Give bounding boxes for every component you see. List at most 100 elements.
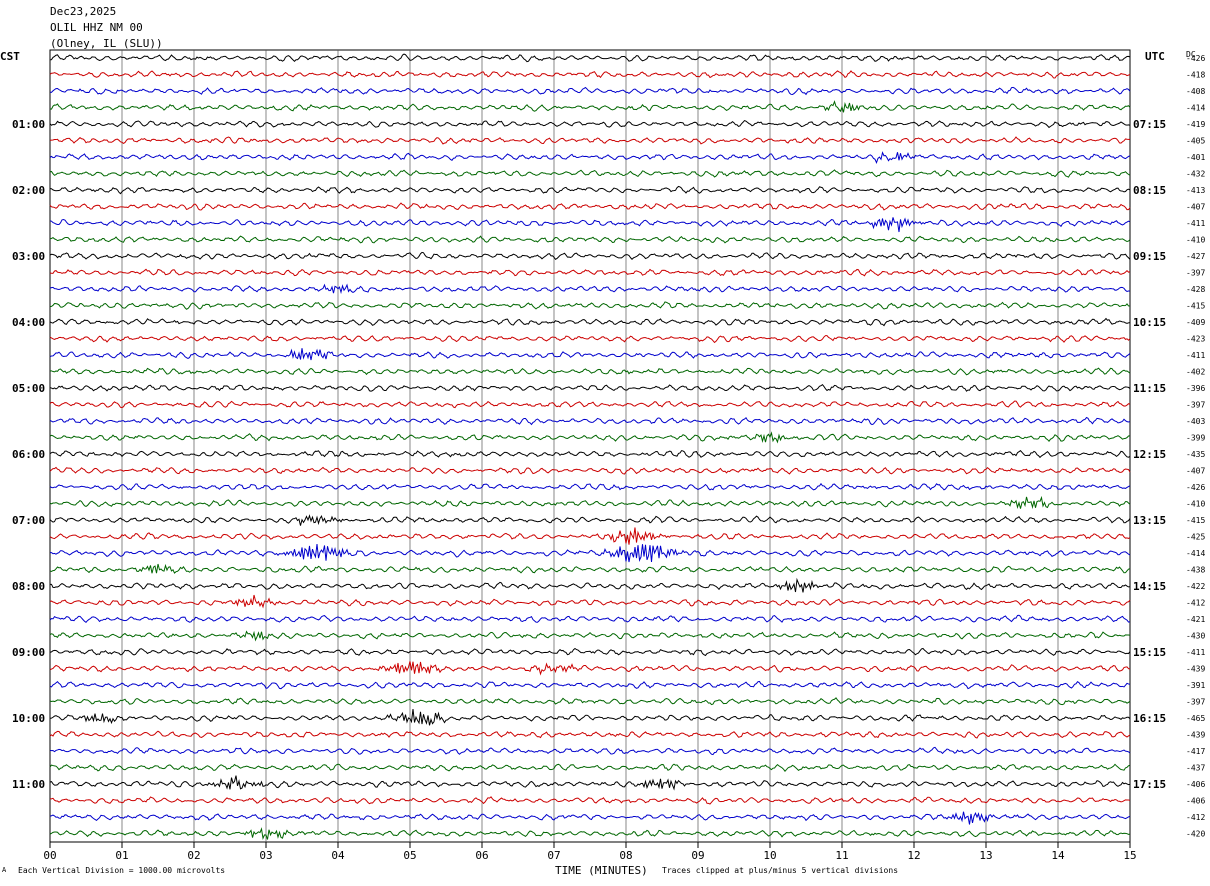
trace-line — [49, 614, 1131, 623]
trace-line — [49, 301, 1131, 310]
trace-line — [49, 763, 1131, 772]
dc-offset-label: -420 — [1186, 830, 1205, 839]
dc-offset-label: -419 — [1186, 120, 1205, 129]
trace-line — [49, 466, 1131, 475]
right-hour-label: 07:15 — [1133, 118, 1166, 131]
right-hour-label: 16:15 — [1133, 712, 1166, 725]
trace-line — [49, 217, 1131, 233]
x-tick-label: 11 — [835, 849, 848, 862]
trace-line — [49, 775, 1131, 791]
trace-line — [49, 86, 1131, 96]
right-hour-label: 11:15 — [1133, 382, 1166, 395]
dc-offset-label: -414 — [1186, 549, 1205, 558]
station-code: OLIL HHZ NM 00 — [50, 21, 143, 34]
left-hour-label: 10:00 — [12, 712, 45, 725]
dc-offset-label: -411 — [1186, 219, 1205, 228]
trace-line — [49, 367, 1131, 376]
dc-offset-label: -428 — [1186, 285, 1205, 294]
dc-offset-label: -406 — [1186, 780, 1205, 789]
trace-line — [49, 70, 1131, 79]
trace-line — [49, 577, 1131, 593]
left-hour-label: 03:00 — [12, 250, 45, 263]
left-hour-label: 04:00 — [12, 316, 45, 329]
dc-offset-label: -405 — [1186, 137, 1205, 146]
trace-line — [49, 431, 1131, 444]
x-tick-label: 01 — [115, 849, 128, 862]
dc-offset-label: -412 — [1186, 599, 1205, 608]
dc-offset-label: -430 — [1186, 632, 1205, 641]
trace-line — [49, 563, 1131, 574]
dc-offset-label: -408 — [1186, 87, 1205, 96]
dc-offset-label: -403 — [1186, 417, 1205, 426]
x-tick-label: 06 — [475, 849, 488, 862]
x-tick-label: 00 — [43, 849, 56, 862]
trace-line — [49, 811, 1131, 825]
trace-line — [49, 283, 1131, 295]
trace-line — [49, 730, 1131, 739]
right-hour-label: 12:15 — [1133, 448, 1166, 461]
dc-offset-label: -397 — [1186, 269, 1205, 278]
x-tick-label: 07 — [547, 849, 560, 862]
trace-line — [49, 268, 1131, 277]
right-hour-label: 15:15 — [1133, 646, 1166, 659]
dc-offset-label: -435 — [1186, 450, 1205, 459]
dc-offset-label: -421 — [1186, 615, 1205, 624]
dc-offset-label: -425 — [1186, 533, 1205, 542]
left-hour-label: 09:00 — [12, 646, 45, 659]
dc-offset-label: -413 — [1186, 186, 1205, 195]
trace-line — [49, 348, 1131, 361]
dc-offset-label: -406 — [1186, 797, 1205, 806]
dc-offset-label: -417 — [1186, 747, 1205, 756]
dc-offset-label: -437 — [1186, 764, 1205, 773]
right-hour-label: 14:15 — [1133, 580, 1166, 593]
trace-line — [49, 251, 1131, 260]
trace-line — [49, 136, 1131, 145]
x-tick-label: 02 — [187, 849, 200, 862]
left-hour-label: 02:00 — [12, 184, 45, 197]
x-tick-label: 10 — [763, 849, 776, 862]
dc-offset-label: -426 — [1186, 54, 1205, 63]
trace-line — [49, 680, 1131, 690]
trace-line — [49, 594, 1131, 609]
trace-line — [49, 697, 1131, 706]
right-timezone-label: UTC — [1145, 50, 1165, 63]
x-tick-label: 04 — [331, 849, 345, 862]
trace-line — [49, 185, 1131, 195]
trace-line — [49, 514, 1131, 526]
trace-line — [49, 416, 1131, 426]
trace-line — [49, 746, 1131, 756]
dc-offset-label: -409 — [1186, 318, 1205, 327]
dc-offset-label: -439 — [1186, 731, 1205, 740]
dc-offset-label: -438 — [1186, 566, 1205, 575]
right-hour-label: 13:15 — [1133, 514, 1166, 527]
dc-offset-label: -411 — [1186, 351, 1205, 360]
plot-frame — [49, 49, 1131, 843]
dc-offset-label: -410 — [1186, 500, 1205, 509]
dc-offset-label: -426 — [1186, 483, 1205, 492]
dc-offset-label: -391 — [1186, 681, 1205, 690]
x-tick-label: 15 — [1123, 849, 1136, 862]
x-tick-label: 12 — [907, 849, 920, 862]
trace-line — [49, 235, 1131, 244]
right-hour-label: 10:15 — [1133, 316, 1166, 329]
trace-line — [49, 661, 1131, 676]
dc-offset-label: -432 — [1186, 170, 1205, 179]
trace-line — [49, 527, 1131, 545]
trace-line — [49, 335, 1131, 344]
dc-offset-label: -401 — [1186, 153, 1205, 162]
x-tick-label: 08 — [619, 849, 632, 862]
dc-offset-label: -396 — [1186, 384, 1205, 393]
dc-offset-label: -465 — [1186, 714, 1205, 723]
dc-offset-label: -411 — [1186, 648, 1205, 657]
dc-offset-label: -415 — [1186, 516, 1205, 525]
trace-line — [49, 169, 1131, 178]
trace-line — [49, 482, 1131, 491]
x-tick-label: 13 — [979, 849, 992, 862]
right-hour-label: 17:15 — [1133, 778, 1166, 791]
plot-header: Dec23,2025 OLIL HHZ NM 00 (Olney, IL (SL… — [50, 4, 163, 52]
trace-line — [49, 202, 1131, 211]
scale-note: Each Vertical Division = 1000.00 microvo… — [18, 866, 226, 875]
right-hour-label: 09:15 — [1133, 250, 1166, 263]
trace-line — [49, 827, 1131, 840]
dc-offset-label: -423 — [1186, 335, 1205, 344]
